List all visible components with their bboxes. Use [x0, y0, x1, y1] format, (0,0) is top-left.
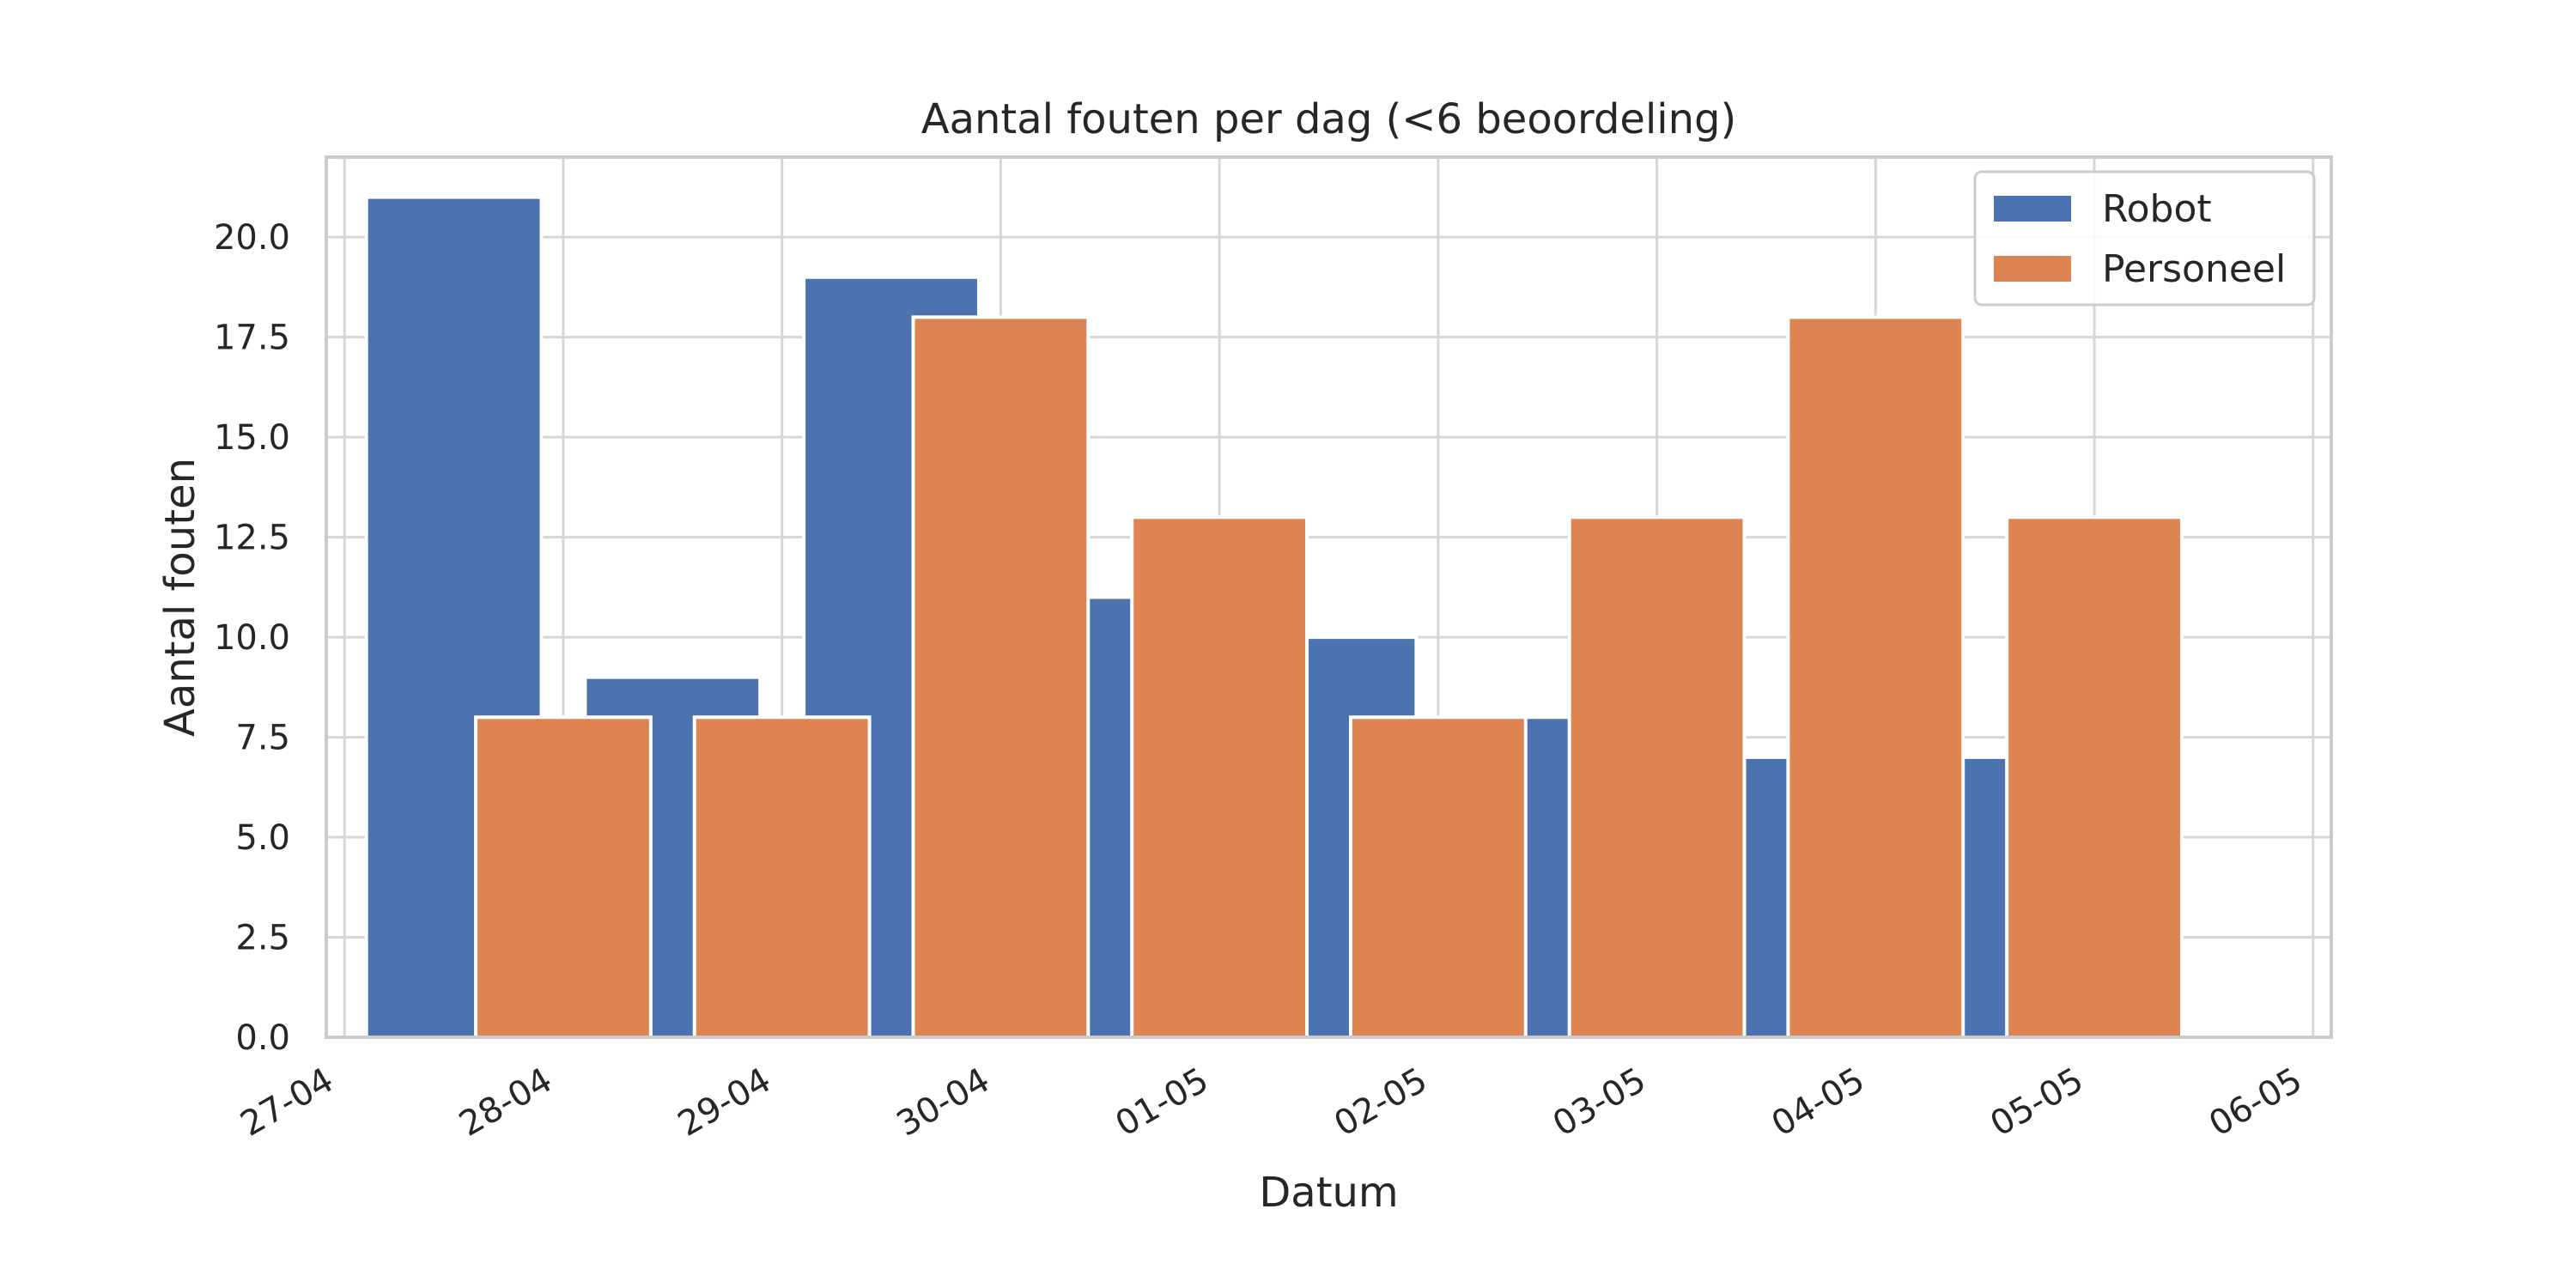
x-tick-label: 01-05	[1109, 1060, 1215, 1145]
y-tick-label: 10.0	[214, 618, 290, 658]
y-tick-label: 2.5	[235, 919, 290, 958]
x-tick-labels: 27-04 28-04 29-04 30-04 01-05 02-05 03-05 04-05…	[234, 1060, 2309, 1145]
y-tick-label: 5.0	[235, 818, 290, 858]
legend-swatch-robot	[1994, 196, 2071, 222]
bar-personeel	[692, 715, 872, 1039]
bar-personeel	[911, 315, 1091, 1039]
x-tick-label: 06-05	[2202, 1060, 2309, 1145]
x-tick-label: 02-05	[1327, 1060, 1434, 1145]
bar-personeel	[474, 715, 653, 1039]
bar-personeel	[1786, 315, 1965, 1039]
x-tick-label: 27-04	[234, 1060, 341, 1145]
legend: Robot Personeel	[1973, 170, 2316, 307]
x-tick-label: 30-04	[890, 1060, 997, 1145]
x-axis-title: Datum	[1259, 1169, 1398, 1217]
bar-personeel	[1130, 515, 1309, 1039]
legend-label-robot: Robot	[2102, 187, 2212, 231]
y-axis-title: Aantal fouten	[156, 458, 204, 737]
bars	[364, 195, 2184, 1040]
y-tick-label: 20.0	[214, 218, 290, 258]
x-tick-label: 28-04	[453, 1060, 559, 1145]
bar-personeel	[2005, 515, 2184, 1039]
plot-frame	[325, 155, 2333, 1039]
legend-label-personeel: Personeel	[2102, 247, 2286, 291]
y-tick-label: 12.5	[214, 519, 290, 558]
y-tick-label: 0.0	[235, 1018, 290, 1058]
y-tick-label: 17.5	[214, 319, 290, 358]
bar-personeel	[1348, 715, 1528, 1039]
chart-title: Aantal fouten per dag (<6 beoordeling)	[921, 95, 1736, 143]
legend-swatch-personeel	[1994, 256, 2071, 282]
x-tick-label: 29-04	[671, 1060, 778, 1145]
x-tick-label: 04-05	[1765, 1060, 1872, 1145]
x-tick-label: 05-05	[1984, 1060, 2090, 1145]
bar-personeel	[1567, 515, 1747, 1039]
x-tick-label: 03-05	[1546, 1060, 1653, 1145]
y-tick-labels: 0.0 2.5 5.0 7.5 10.0 12.5 15.0 17.5 20.0	[214, 218, 290, 1058]
y-tick-label: 7.5	[235, 719, 290, 758]
y-tick-label: 15.0	[214, 418, 290, 458]
